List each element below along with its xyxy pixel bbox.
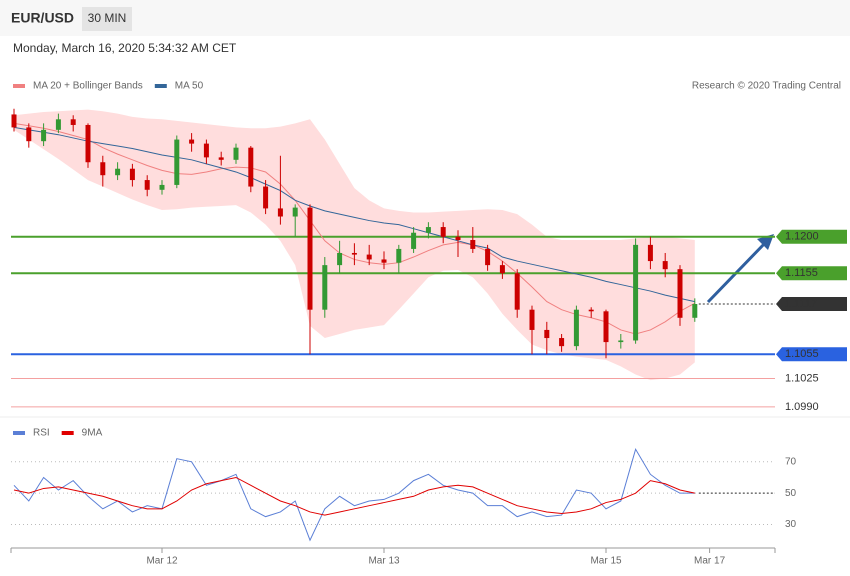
candle-body bbox=[100, 162, 106, 176]
symbol: EUR/USD bbox=[11, 10, 74, 26]
candle-body bbox=[26, 127, 32, 142]
candle-body bbox=[692, 304, 698, 318]
x-tick-label: Mar 13 bbox=[368, 556, 400, 567]
rsi-line bbox=[13, 448, 695, 542]
legend-swatch bbox=[13, 84, 25, 88]
candle-body bbox=[292, 207, 298, 217]
forecast-arrowhead bbox=[757, 234, 774, 250]
candle-body bbox=[366, 254, 372, 260]
candle-body bbox=[559, 338, 565, 347]
credit: Research © 2020 Trading Central bbox=[692, 81, 841, 92]
candle-body bbox=[129, 168, 135, 181]
candle-body bbox=[647, 244, 653, 262]
y-tick-label: 70 bbox=[785, 456, 797, 467]
level-label-box bbox=[776, 347, 847, 362]
timeframe-box[interactable] bbox=[82, 7, 132, 31]
ma-line bbox=[13, 126, 695, 303]
candle-body bbox=[677, 269, 683, 318]
candle-body bbox=[618, 340, 624, 343]
level-label-box bbox=[776, 266, 847, 281]
candle-body bbox=[322, 265, 328, 310]
legend-label: 9MA bbox=[82, 428, 103, 439]
x-tick-label: Mar 15 bbox=[590, 556, 622, 567]
legend-label: MA 50 bbox=[175, 81, 204, 92]
legend-swatch bbox=[154, 84, 167, 88]
legend-swatch bbox=[13, 431, 25, 435]
candle-body bbox=[588, 309, 594, 312]
forecast-arrow bbox=[706, 240, 768, 304]
candle-body bbox=[70, 119, 76, 125]
rsi-line bbox=[13, 476, 695, 516]
candle-body bbox=[514, 273, 520, 310]
legend-label: MA 20 + Bollinger Bands bbox=[33, 81, 143, 92]
candle-body bbox=[11, 114, 17, 128]
candle-body bbox=[203, 143, 209, 158]
x-tick-label: Mar 17 bbox=[694, 556, 726, 567]
candle-body bbox=[470, 240, 476, 249]
candle-body bbox=[603, 311, 609, 343]
date: Monday, March 16, 2020 5:34:32 AM CET bbox=[13, 41, 237, 55]
y-tick-label: 30 bbox=[785, 519, 797, 530]
candle-body bbox=[277, 208, 283, 217]
candle-body bbox=[455, 236, 461, 241]
candle-body bbox=[544, 329, 550, 339]
timeframe: 30 MIN bbox=[88, 11, 127, 25]
candle-body bbox=[85, 124, 91, 163]
legend-swatch bbox=[61, 431, 74, 435]
candle-body bbox=[263, 186, 269, 209]
candle-body bbox=[218, 157, 224, 160]
candle-body bbox=[115, 168, 121, 176]
candle-body bbox=[55, 119, 61, 130]
level-label-box bbox=[776, 229, 847, 244]
candle-body bbox=[248, 147, 254, 187]
candle-body bbox=[529, 309, 535, 330]
candle-body bbox=[307, 207, 313, 310]
level-label: 1.1117 bbox=[785, 298, 817, 310]
candle-body bbox=[633, 244, 639, 341]
candle-body bbox=[189, 139, 195, 144]
candle-body bbox=[337, 252, 343, 266]
header-bar bbox=[0, 0, 850, 36]
candle-body bbox=[485, 248, 491, 266]
x-tick-label: Mar 12 bbox=[146, 556, 178, 567]
candle-body bbox=[411, 232, 417, 249]
candle-body bbox=[396, 248, 402, 263]
level-label: 1.1155 bbox=[785, 267, 818, 279]
candle-body bbox=[440, 227, 446, 237]
candle-body bbox=[425, 227, 431, 233]
candle-body bbox=[662, 261, 668, 270]
legend-label: RSI bbox=[33, 428, 50, 439]
candle-body bbox=[573, 309, 579, 347]
candle-body bbox=[174, 139, 180, 185]
candle-body bbox=[351, 252, 357, 255]
candle-body bbox=[381, 259, 387, 263]
level-label: 1.0990 bbox=[785, 401, 819, 413]
candle-body bbox=[499, 265, 505, 274]
level-label: 1.1055 bbox=[785, 348, 819, 360]
candle-body bbox=[41, 129, 47, 142]
y-tick-label: 50 bbox=[785, 488, 797, 499]
level-label: 1.1200 bbox=[785, 231, 819, 243]
level-label-box bbox=[776, 297, 847, 312]
candle-body bbox=[159, 184, 165, 190]
candle-body bbox=[233, 147, 239, 160]
level-label: 1.1025 bbox=[785, 372, 819, 384]
candle-body bbox=[144, 180, 150, 190]
